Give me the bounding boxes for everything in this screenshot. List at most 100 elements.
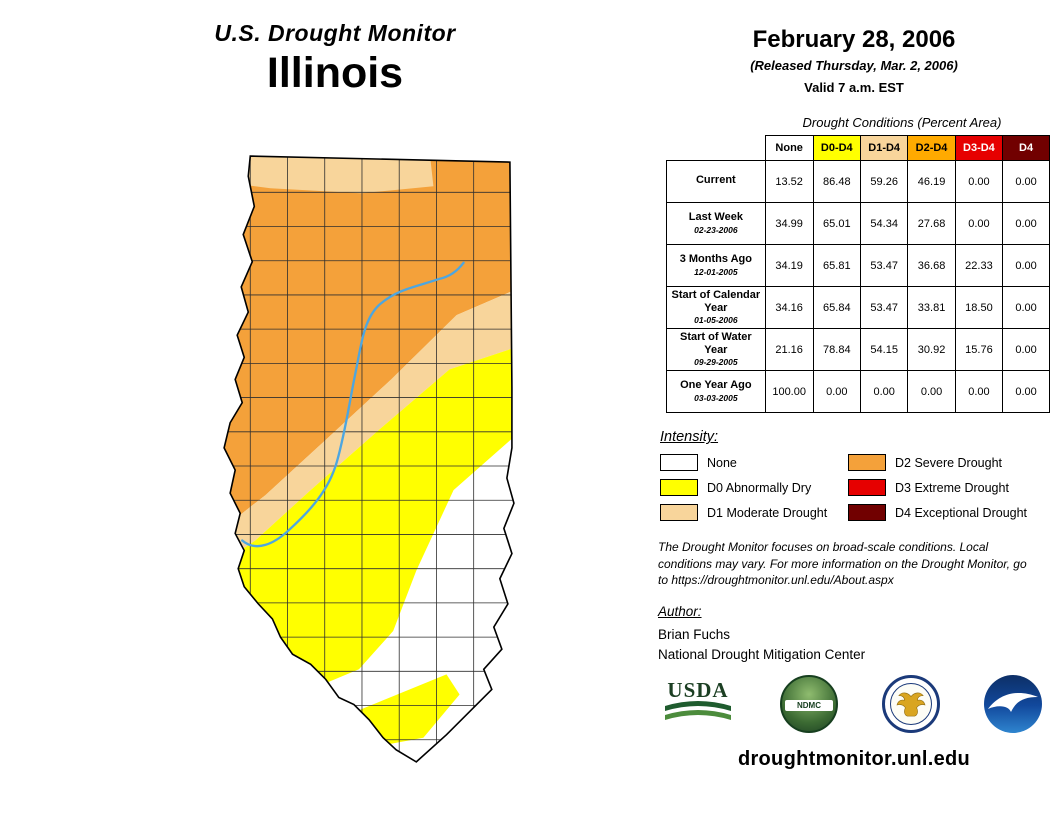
released-date: (Released Thursday, Mar. 2, 2006) [750, 58, 958, 73]
legend-label: D2 Severe Drought [895, 455, 1003, 470]
cell-value: 34.19 [764, 244, 814, 287]
cell-value: 65.81 [812, 244, 861, 287]
d1-north-strip [224, 156, 434, 194]
author-organization: National Drought Mitigation Center [658, 646, 866, 662]
d4-swatch [848, 504, 886, 522]
commerce-seal-icon [882, 674, 940, 733]
column-header-none: None [764, 135, 814, 161]
cell-value: 33.81 [907, 285, 956, 330]
report-title: U.S. Drought Monitor [214, 20, 456, 46]
d2-swatch [848, 454, 886, 472]
d2-severe-region [224, 156, 514, 539]
table-caption: Drought Conditions (Percent Area) [802, 115, 1002, 130]
legend-item-d2: D2 Severe Drought [848, 454, 1027, 472]
table-row-current: Current 13.52 86.48 59.26 46.19 0.00 0.0… [666, 160, 1050, 203]
table-row-one-year-ago: One Year Ago 03-03-2005 100.00 0.00 0.00 … [666, 370, 1050, 414]
usda-logo: USDA [660, 677, 736, 728]
legend-label: D4 Exceptional Drought [895, 505, 1028, 520]
author-name: Brian Fuchs [658, 626, 731, 642]
table-row-3-months-ago: 3 Months Ago 12-01-2005 34.19 65.81 53.47… [666, 244, 1050, 287]
cell-value: 0.00 [1002, 244, 1050, 287]
cell-value: 65.84 [812, 285, 861, 330]
legend: None D0 Abnormally Dry D1 Moderate Droug… [660, 454, 1050, 522]
column-header-d3-d4: D3-D4 [954, 135, 1004, 161]
legend-label: None [707, 455, 737, 470]
row-label: Last Week 02-23-2006 [666, 202, 766, 245]
eagle-icon [896, 692, 926, 717]
row-label: Start of Calendar Year 01-05-2006 [666, 285, 766, 330]
cell-value: 59.26 [859, 160, 909, 203]
cell-value: 54.15 [859, 328, 909, 372]
cell-value: 15.76 [954, 328, 1004, 372]
noaa-logo [984, 674, 1042, 733]
cell-value: 78.84 [812, 328, 861, 372]
column-header-d1-d4: D1-D4 [859, 135, 909, 161]
cell-value: 0.00 [1002, 285, 1050, 330]
legend-label: D1 Moderate Drought [707, 505, 828, 520]
cell-value: 0.00 [1002, 328, 1050, 372]
cell-value: 0.00 [954, 160, 1004, 203]
legend-item-d1: D1 Moderate Drought [660, 504, 848, 522]
cell-value: 65.01 [812, 202, 861, 245]
state-name: Illinois [266, 49, 404, 97]
title-block: U.S. Drought Monitor Illinois [140, 20, 530, 98]
legend-item-d4: D4 Exceptional Drought [848, 504, 1028, 522]
cell-value: 0.00 [1002, 202, 1050, 245]
disclaimer-text: The Drought Monitor focuses on broad-sca… [658, 540, 1027, 588]
cell-value: 0.00 [812, 370, 861, 414]
county-boundaries [224, 156, 514, 762]
cell-value: 86.48 [812, 160, 861, 203]
d3-swatch [848, 479, 886, 497]
cell-value: 0.00 [859, 370, 909, 414]
valid-time: Valid 7 a.m. EST [804, 80, 904, 95]
cell-value: 53.47 [859, 285, 909, 330]
cell-value: 30.92 [907, 328, 956, 372]
cell-value: 36.68 [907, 244, 956, 287]
table-row-last-week: Last Week 02-23-2006 34.99 65.01 54.34 27… [666, 202, 1050, 245]
cell-value: 0.00 [1002, 160, 1050, 203]
row-label: Start of Water Year 09-29-2005 [666, 328, 766, 372]
cell-value: 18.50 [954, 285, 1004, 330]
header-blank-cell [667, 136, 766, 161]
footer-url: droughtmonitor.unl.edu [737, 747, 971, 770]
noaa-gull-icon [988, 692, 1038, 712]
cell-value: 27.68 [907, 202, 956, 245]
usda-swoosh-icon [665, 700, 731, 720]
legend-heading: Intensity: [660, 429, 719, 446]
map-date: February 28, 2006 [752, 26, 956, 53]
d0-swatch [660, 479, 698, 497]
cell-value: 34.99 [764, 202, 814, 245]
ndmc-logo-text: NDMC [785, 699, 833, 711]
cell-value: 22.33 [954, 244, 1004, 287]
row-label: 3 Months Ago 12-01-2005 [666, 244, 766, 287]
d1-moderate-band [224, 286, 514, 571]
usda-logo-text: USDA [667, 677, 729, 702]
illinois-map-svg [223, 155, 515, 763]
cell-value: 0.00 [954, 370, 1004, 414]
info-panel: February 28, 2006 (Released Thursday, Ma… [658, 26, 1050, 771]
state-outline [223, 155, 515, 763]
row-label: One Year Ago 03-03-2005 [666, 370, 766, 414]
cell-value: 53.47 [859, 244, 909, 287]
d1-swatch [660, 504, 698, 522]
logo-row: USDA NDMC [658, 674, 1044, 733]
none-swatch [660, 454, 698, 472]
cell-value: 13.52 [764, 160, 814, 203]
cell-value: 0.00 [1002, 370, 1050, 414]
table-header-row: None D0-D4 D1-D4 D2-D4 D3-D4 D4 [667, 135, 1050, 161]
column-header-d0-d4: D0-D4 [812, 135, 861, 161]
cell-value: 100.00 [764, 370, 814, 414]
author-heading: Author: [658, 603, 702, 619]
column-header-d4: D4 [1002, 135, 1050, 161]
legend-item-d3: D3 Extreme Drought [848, 479, 1027, 497]
legend-label: D3 Extreme Drought [895, 480, 1009, 495]
cell-value: 54.34 [859, 202, 909, 245]
cell-value: 0.00 [954, 202, 1004, 245]
table-row-start-calendar-year: Start of Calendar Year 01-05-2006 34.16 6… [666, 285, 1050, 330]
cell-value: 34.16 [764, 285, 814, 330]
row-label: Current [666, 160, 766, 203]
legend-item-d0: D0 Abnormally Dry [660, 479, 848, 497]
column-header-d2-d4: D2-D4 [907, 135, 956, 161]
legend-label: D0 Abnormally Dry [707, 480, 812, 495]
